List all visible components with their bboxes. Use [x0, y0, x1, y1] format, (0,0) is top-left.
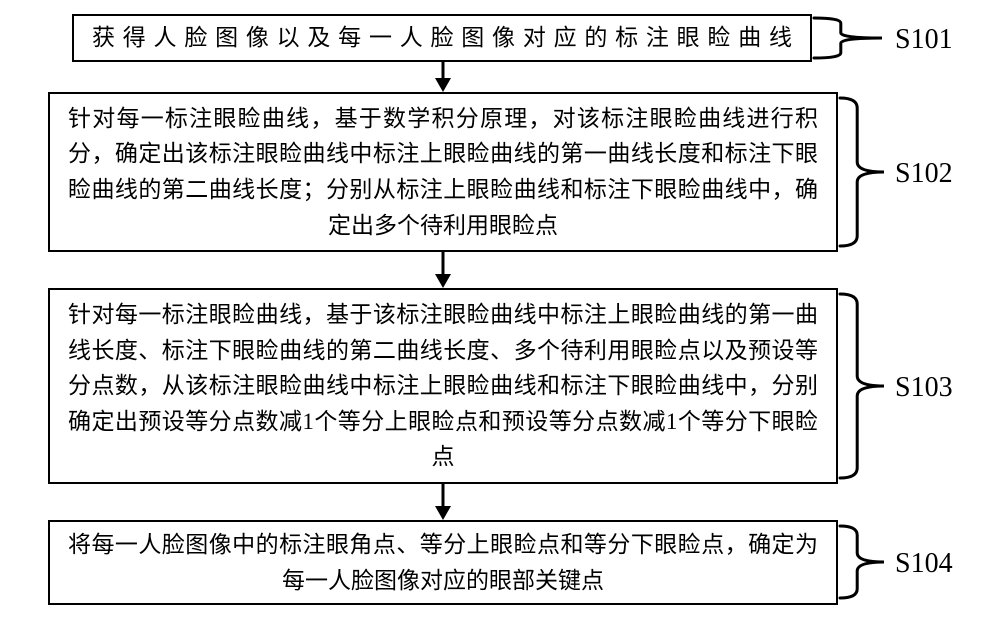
flow-step-s101: 获得人脸图像以及每一人脸图像对应的标注眼睑曲线	[72, 14, 812, 62]
step-label-s104: S104	[895, 548, 953, 580]
arrow-s101-s102	[428, 62, 458, 94]
flow-step-text: 将每一人脸图像中的标注眼角点、等分上眼睑点和等分下眼睑点，确定为每一人脸图像对应…	[68, 527, 818, 598]
brace-s102	[838, 96, 886, 248]
flow-step-s102: 针对每一标注眼睑曲线，基于数学积分原理，对该标注眼睑曲线进行积分，确定出该标注眼…	[48, 92, 838, 252]
flow-step-text: 获得人脸图像以及每一人脸图像对应的标注眼睑曲线	[92, 20, 792, 56]
arrow-s102-s103	[428, 252, 458, 290]
flowchart-canvas: 获得人脸图像以及每一人脸图像对应的标注眼睑曲线针对每一标注眼睑曲线，基于数学积分…	[0, 0, 1000, 633]
flow-step-s104: 将每一人脸图像中的标注眼角点、等分上眼睑点和等分下眼睑点，确定为每一人脸图像对应…	[48, 520, 838, 605]
flow-step-s103: 针对每一标注眼睑曲线，基于该标注眼睑曲线中标注上眼睑曲线的第一曲线长度、标注下眼…	[48, 288, 838, 484]
brace-s101	[812, 16, 884, 60]
brace-s104	[838, 524, 886, 600]
step-label-s102: S102	[895, 158, 953, 190]
arrow-s103-s104	[428, 484, 458, 522]
flow-step-text: 针对每一标注眼睑曲线，基于数学积分原理，对该标注眼睑曲线进行积分，确定出该标注眼…	[68, 101, 818, 244]
step-label-s101: S101	[895, 24, 953, 56]
brace-s103	[838, 292, 886, 480]
step-label-s103: S103	[895, 372, 953, 404]
flow-step-text: 针对每一标注眼睑曲线，基于该标注眼睑曲线中标注上眼睑曲线的第一曲线长度、标注下眼…	[68, 297, 818, 475]
